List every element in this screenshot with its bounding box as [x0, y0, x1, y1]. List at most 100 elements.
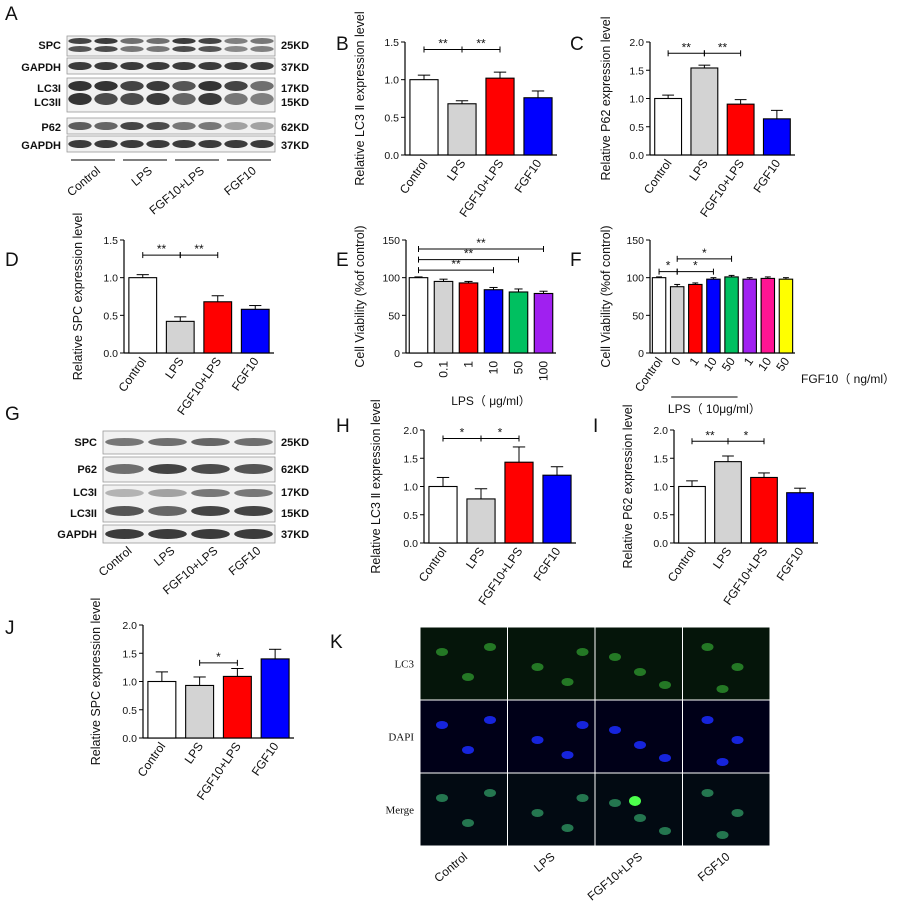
cell-signal: [634, 814, 646, 822]
blot-size-label: 62KD: [281, 122, 309, 134]
bar-2: [458, 282, 479, 354]
panel-letter: G: [5, 404, 20, 425]
cell-signal: [716, 685, 729, 693]
bar-0: [654, 97, 683, 156]
micrograph-column-label: FGF10: [695, 849, 733, 884]
micrograph-panel-k: K LC3 DAPI Merge Control LPS FGF10+LPS FGF10: [330, 626, 771, 903]
blot-band: [120, 140, 144, 148]
blot-band: [172, 81, 196, 91]
blot-size-label: 37KD: [281, 140, 309, 152]
panel-letter: I: [593, 416, 598, 437]
cell-signal: [561, 678, 574, 686]
blot-band: [224, 46, 248, 52]
category-label: FGF10: [531, 544, 564, 583]
bar-2: [726, 103, 755, 156]
cell-signal: [609, 799, 621, 807]
bar-0: [651, 277, 667, 354]
category-label: 10: [701, 354, 720, 373]
cell-signal: [731, 663, 744, 671]
category-label: LPS: [444, 157, 468, 184]
blot-band: [105, 506, 144, 516]
cell-signal: [659, 754, 671, 762]
category-label: FGF10: [750, 156, 783, 195]
y-axis-label: Relative LC3 Ⅱ expression level: [369, 399, 383, 573]
cell-signal: [609, 653, 621, 661]
micrograph-cell: [594, 626, 683, 701]
cell-signal: [484, 716, 496, 724]
significance-label: **: [464, 247, 474, 261]
category-label: FGF10: [229, 354, 262, 393]
cell-signal: [576, 721, 589, 729]
bar-2: [750, 476, 778, 544]
blot-band: [148, 489, 187, 497]
blot-band: [120, 93, 144, 105]
blot-band: [94, 38, 118, 44]
category-label: 50: [512, 361, 526, 375]
cell-signal: [716, 831, 729, 839]
blot-band: [191, 464, 230, 474]
blot-size-label: 25KD: [281, 437, 309, 449]
blot-band: [68, 93, 92, 105]
y-tick-label: 100: [382, 273, 400, 285]
blot-protein-label: LC3I: [73, 487, 97, 499]
y-tick-label: 2.0: [653, 425, 668, 437]
significance-label: *: [702, 246, 707, 260]
blot-band: [146, 62, 170, 70]
bar-2: [485, 77, 515, 156]
chart-panel-i: I 0.0 0.5 1.0 1.5 2.0 Relative P62 expression …: [593, 405, 818, 608]
bar-1: [447, 103, 477, 156]
blot-band: [224, 81, 248, 91]
bar-0: [428, 485, 458, 544]
blot-band: [191, 438, 230, 446]
blot-band: [146, 93, 170, 105]
blot-band: [250, 46, 274, 52]
significance-label: **: [705, 428, 715, 442]
y-tick-label: 1.5: [653, 453, 668, 465]
category-label: Control: [632, 355, 666, 395]
y-tick-label: 1.0: [103, 273, 118, 285]
blot-size-label: 37KD: [281, 529, 309, 541]
cell-signal: [701, 643, 714, 651]
significance-label: **: [451, 257, 461, 271]
blot-strip: [102, 524, 276, 544]
cell-signal: [462, 746, 474, 754]
significance-label: **: [157, 242, 167, 256]
cell-signal: [731, 736, 744, 744]
y-tick-label: 1.0: [629, 94, 644, 106]
micrograph-cell: [419, 772, 508, 847]
y-tick-label: 0: [394, 348, 400, 360]
bar-2: [504, 461, 534, 544]
cell-signal: [659, 827, 671, 835]
blot-strip: [66, 57, 276, 75]
blot-band: [68, 140, 92, 148]
cell-signal: [436, 648, 448, 656]
bar-3: [483, 289, 504, 354]
cell-signal: [659, 681, 671, 689]
bar-2: [222, 675, 252, 739]
blot-band: [146, 140, 170, 148]
chart-panel-b: B 0.0 0.5 1.0 1.5 Relative LC3 Ⅱ expression l…: [336, 11, 557, 220]
significance-label: **: [682, 40, 692, 54]
significance-label: **: [718, 40, 728, 54]
y-tick-label: 1.0: [122, 677, 137, 689]
cell-signal: [436, 721, 448, 729]
blot-group-label: FGF10+LPS: [147, 164, 207, 218]
panel-letter: A: [5, 4, 18, 25]
bar-1: [690, 67, 719, 156]
panel-letter: D: [5, 250, 19, 271]
cell-signal: [634, 668, 646, 676]
category-label: Control: [641, 157, 675, 197]
bar-6: [760, 277, 776, 354]
blot-band: [120, 122, 144, 130]
blot-band: [68, 38, 92, 44]
blot-band: [224, 38, 248, 44]
y-axis-label: Relative P62 expression level: [599, 17, 613, 181]
category-label: LPS: [463, 545, 487, 572]
category-label: FGF10: [774, 544, 807, 583]
cell-signal: [531, 736, 544, 744]
bar-3: [260, 658, 290, 739]
blot-band: [94, 122, 118, 130]
y-tick-label: 0.0: [103, 348, 118, 360]
y-axis-label: Cell Viability (%of control): [599, 225, 613, 367]
y-tick-label: 0.5: [122, 705, 137, 717]
